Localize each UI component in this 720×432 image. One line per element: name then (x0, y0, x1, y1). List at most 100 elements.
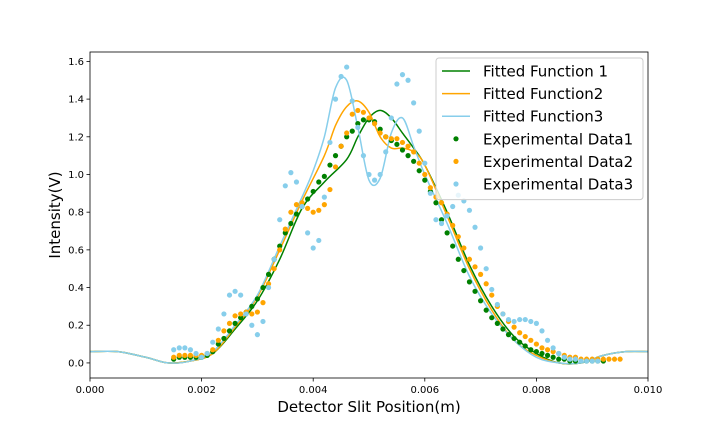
data-point-experimental-data2 (617, 356, 623, 362)
y-tick-label: 1.4 (68, 95, 84, 106)
data-point-experimental-data2 (254, 309, 260, 315)
data-point-experimental-data1 (332, 153, 339, 159)
data-point-experimental-data2 (478, 271, 484, 277)
data-point-experimental-data3 (254, 332, 260, 338)
legend-swatch (453, 181, 459, 187)
legend-swatch (453, 158, 459, 164)
data-point-experimental-data1 (461, 267, 467, 274)
data-point-experimental-data1 (550, 354, 556, 360)
data-point-experimental-data3 (383, 149, 389, 155)
data-point-experimental-data3 (550, 345, 556, 351)
y-tick-label: 1.2 (68, 132, 84, 143)
legend-label: Experimental Data3 (483, 176, 633, 194)
data-point-experimental-data3 (355, 124, 361, 130)
data-point-experimental-data1 (265, 271, 272, 277)
data-point-experimental-data3 (316, 237, 322, 244)
data-point-experimental-data1 (249, 303, 255, 309)
data-point-experimental-data2 (327, 186, 333, 193)
data-point-experimental-data2 (366, 115, 372, 121)
data-point-experimental-data3 (221, 311, 227, 317)
data-point-experimental-data2 (310, 209, 316, 215)
data-point-experimental-data3 (344, 64, 350, 70)
data-point-experimental-data2 (517, 330, 523, 336)
x-axis: 0.000 0.002 0.004 0.006 0.008 0.010 (76, 378, 662, 396)
data-point-experimental-data1 (544, 352, 551, 358)
data-point-experimental-data2 (533, 341, 540, 347)
data-point-experimental-data3 (589, 358, 595, 364)
data-point-experimental-data3 (489, 286, 495, 293)
data-point-experimental-data3 (182, 345, 188, 351)
points-layer (171, 64, 623, 364)
data-point-experimental-data2 (371, 121, 378, 127)
data-point-experimental-data2 (606, 356, 612, 362)
data-point-experimental-data2 (355, 107, 361, 114)
data-point-experimental-data1 (215, 341, 221, 347)
data-point-experimental-data1 (327, 162, 333, 168)
data-point-experimental-data3 (466, 207, 473, 213)
y-axis-label: Intensity(V) (46, 171, 64, 258)
data-point-experimental-data1 (533, 349, 540, 355)
data-point-experimental-data3 (243, 311, 249, 317)
data-point-experimental-data1 (522, 343, 528, 349)
data-point-experimental-data2 (544, 347, 551, 353)
data-point-experimental-data1 (288, 220, 294, 227)
data-point-experimental-data2 (522, 333, 528, 340)
data-point-experimental-data3 (271, 256, 277, 262)
y-tick-label: 1.0 (68, 170, 84, 181)
y-axis: 0.0 0.2 0.4 0.6 0.8 1.0 1.2 1.4 1.6 (68, 57, 90, 369)
data-point-experimental-data3 (567, 356, 573, 362)
data-point-experimental-data2 (472, 264, 478, 270)
data-point-experimental-data2 (171, 354, 177, 360)
data-point-experimental-data2 (238, 311, 244, 317)
data-point-experimental-data3 (544, 337, 551, 343)
data-point-experimental-data2 (388, 136, 394, 142)
data-point-experimental-data3 (360, 153, 367, 159)
data-point-experimental-data3 (483, 266, 489, 272)
data-point-experimental-data3 (494, 301, 500, 308)
data-point-experimental-data2 (305, 205, 311, 211)
data-point-experimental-data3 (305, 230, 311, 236)
data-point-experimental-data2 (338, 143, 344, 149)
data-point-experimental-data2 (461, 245, 467, 251)
data-point-experimental-data2 (438, 200, 445, 206)
data-point-experimental-data2 (210, 347, 216, 353)
data-point-experimental-data2 (221, 328, 227, 334)
data-point-experimental-data3 (371, 177, 378, 183)
data-point-experimental-data3 (450, 203, 456, 210)
data-point-experimental-data3 (533, 320, 540, 326)
data-point-experimental-data1 (394, 141, 400, 147)
data-point-experimental-data2 (528, 337, 534, 343)
plot-frame (89, 51, 649, 379)
data-point-experimental-data1 (355, 121, 361, 127)
data-point-experimental-data2 (539, 345, 545, 351)
data-point-experimental-data3 (327, 139, 333, 146)
data-point-experimental-data1 (483, 307, 489, 313)
data-point-experimental-data3 (338, 73, 344, 80)
data-point-experimental-data1 (438, 217, 445, 223)
data-point-experimental-data1 (277, 243, 283, 249)
data-point-experimental-data1 (349, 128, 355, 134)
data-point-experimental-data3 (444, 213, 450, 219)
legend: Fitted Function 1 Fitted Function2 Fitted … (435, 57, 644, 201)
data-point-experimental-data2 (466, 256, 473, 262)
data-point-experimental-data3 (321, 194, 327, 200)
data-point-experimental-data2 (394, 136, 400, 142)
data-point-experimental-data1 (416, 168, 422, 174)
data-point-experimental-data2 (422, 171, 428, 178)
data-point-experimental-data3 (277, 217, 283, 223)
data-point-experimental-data3 (249, 322, 255, 328)
x-tick-label: 0.008 (522, 385, 551, 396)
data-point-experimental-data3 (199, 354, 205, 360)
data-point-experimental-data2 (182, 352, 188, 358)
y-tick-label: 0.6 (68, 245, 84, 256)
data-point-experimental-data3 (405, 77, 411, 83)
x-tick-label: 0.002 (187, 385, 216, 396)
data-point-experimental-data1 (528, 347, 534, 353)
x-tick-label: 0.004 (299, 385, 328, 396)
y-tick-label: 0.0 (68, 358, 84, 369)
data-point-experimental-data2 (611, 356, 618, 362)
data-point-experimental-data3 (427, 190, 433, 196)
data-point-experimental-data1 (433, 200, 439, 206)
data-point-experimental-data1 (316, 179, 322, 185)
data-point-experimental-data1 (494, 320, 500, 326)
